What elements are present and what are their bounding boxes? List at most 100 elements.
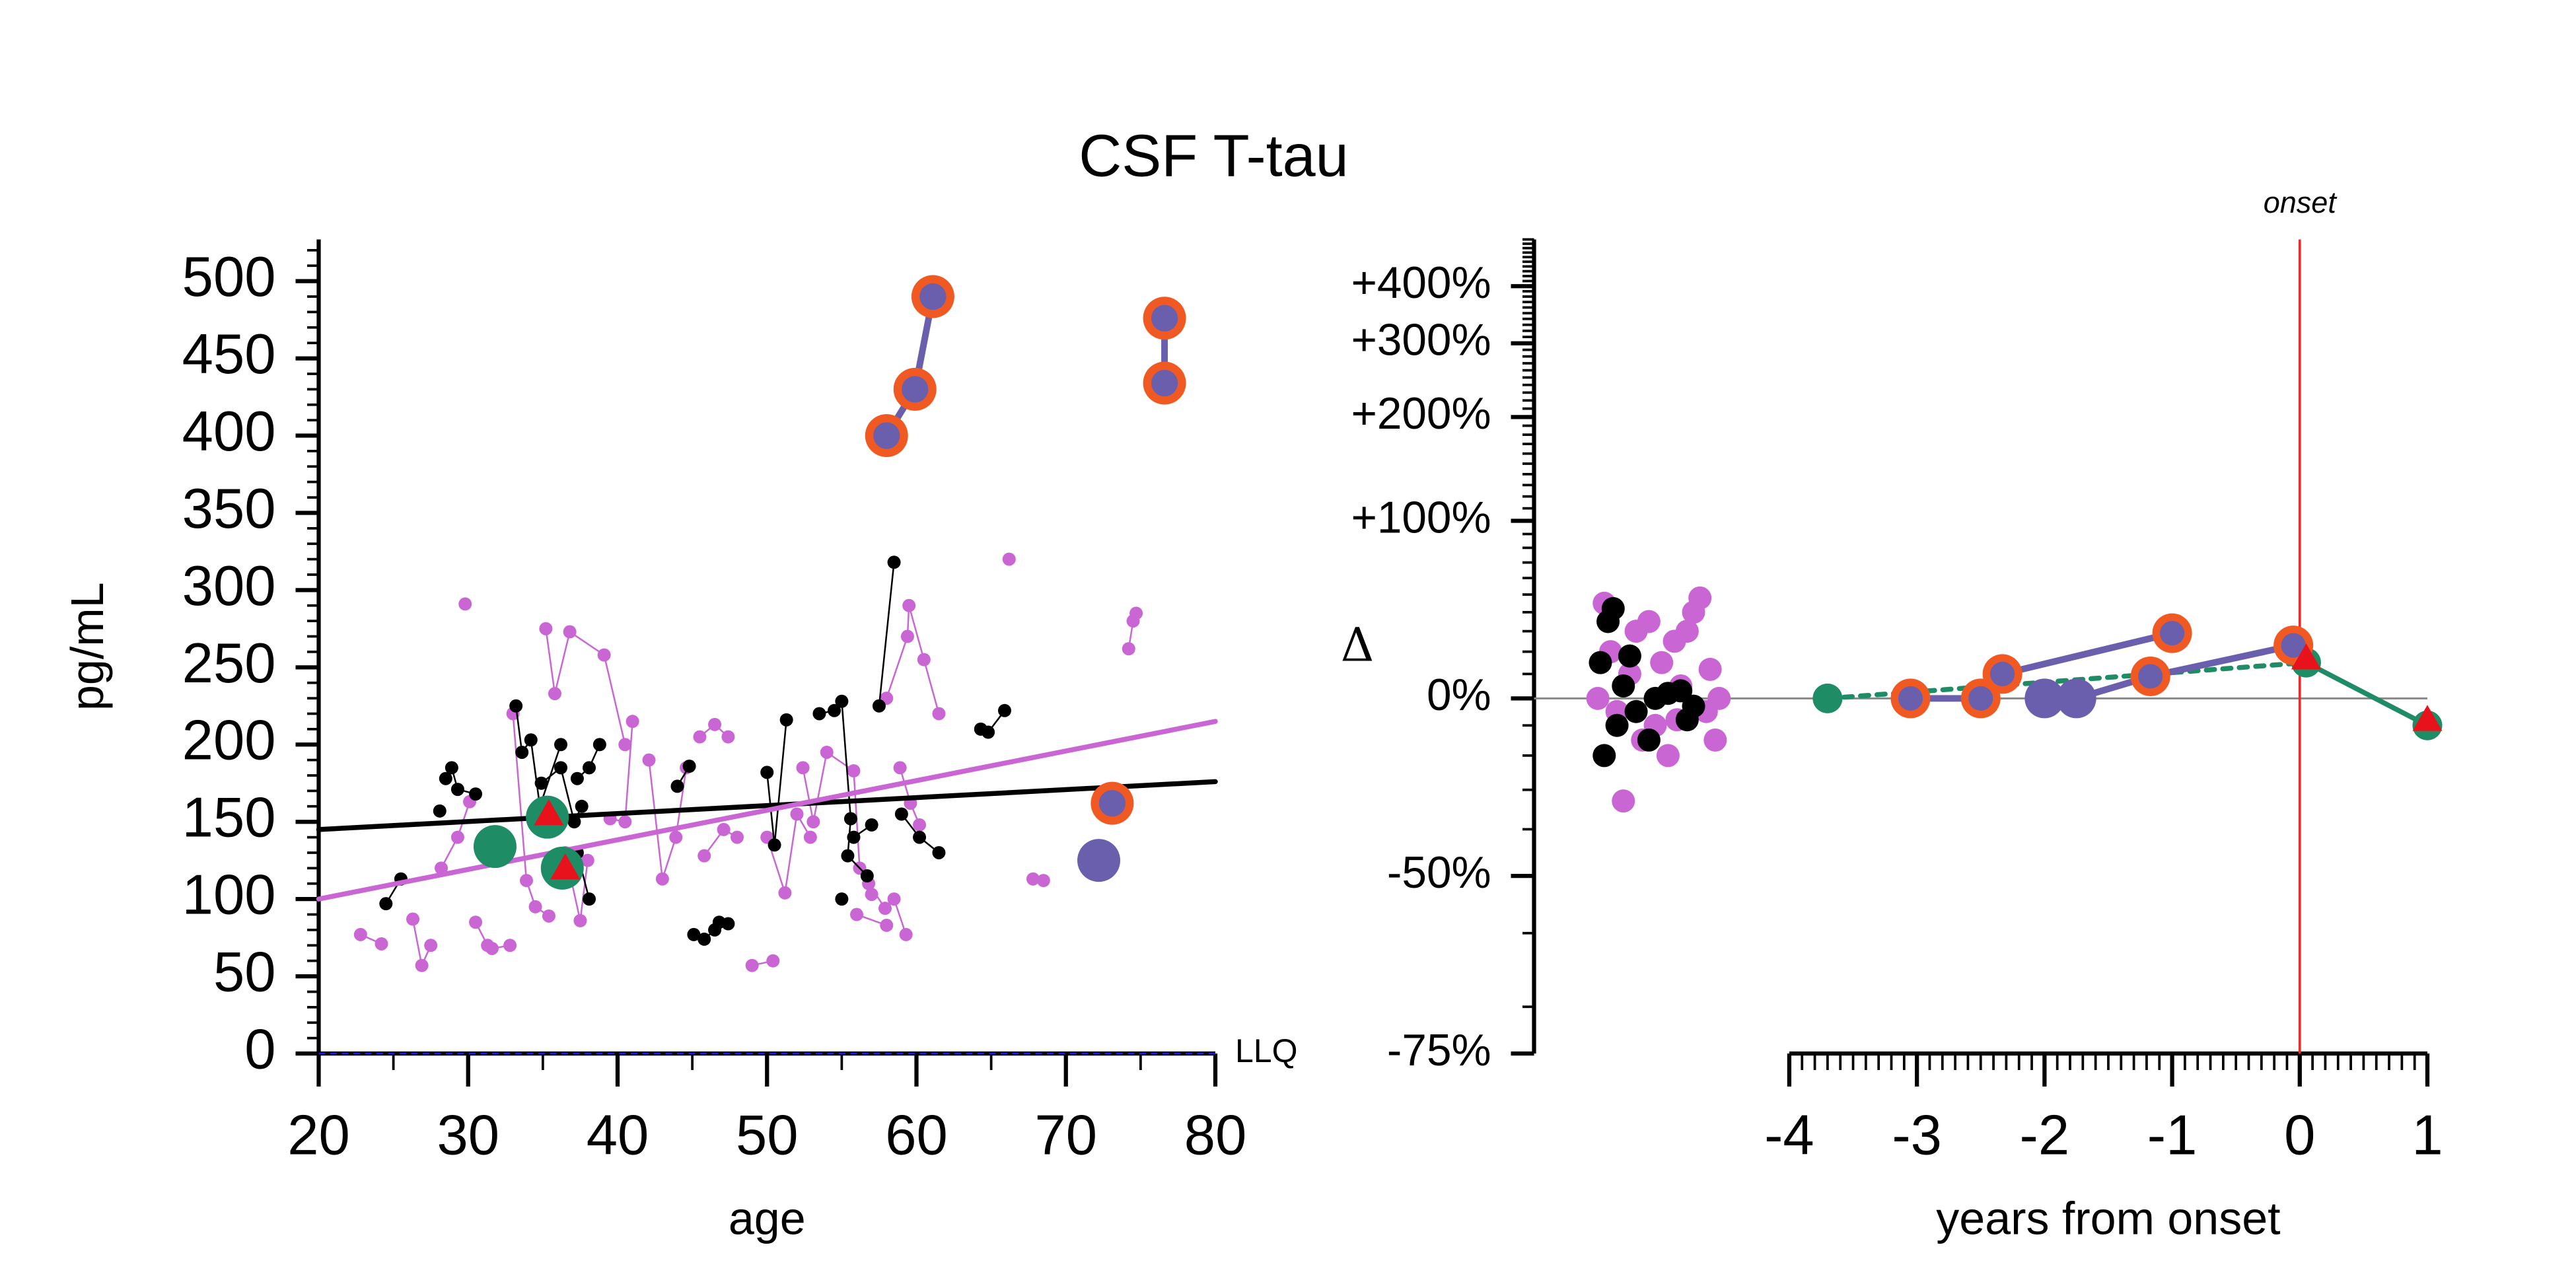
y-tick-label: 0% <box>1427 670 1491 720</box>
x-tick-label: 20 <box>287 1104 350 1166</box>
dot-marker <box>670 779 684 793</box>
dot-marker <box>450 783 464 797</box>
line-segment <box>512 713 528 882</box>
y-tick-label: -75% <box>1387 1026 1491 1075</box>
dot-marker <box>375 937 388 950</box>
dot-marker <box>806 815 820 829</box>
x-tick-label: -1 <box>2147 1104 2198 1166</box>
dot-marker <box>433 804 447 818</box>
y-tick-label: 50 <box>213 941 276 1004</box>
y-tick-label: 150 <box>182 787 276 849</box>
dot-marker <box>528 900 542 913</box>
dot-marker <box>893 761 907 775</box>
point-marker <box>1098 789 1126 817</box>
x-tick-label: 50 <box>736 1104 799 1166</box>
point-marker <box>1675 620 1699 643</box>
dot-marker <box>445 761 458 775</box>
dot-marker <box>721 917 735 931</box>
x-tick-label: 30 <box>437 1104 499 1166</box>
triangle-marker <box>550 853 581 880</box>
triangle-marker <box>2291 643 2321 670</box>
line-segment <box>316 779 1218 832</box>
dot-marker <box>820 745 834 759</box>
dot-marker <box>997 703 1011 717</box>
y-tick-label: 500 <box>182 246 276 308</box>
dot-marker <box>1129 606 1143 620</box>
dot-marker <box>554 738 568 752</box>
dot-marker <box>913 830 927 844</box>
dot-marker <box>575 799 589 813</box>
point-marker <box>1637 728 1661 752</box>
point-marker <box>1601 596 1625 620</box>
point-marker <box>919 283 947 310</box>
line-segment <box>515 705 523 754</box>
dot-marker <box>450 830 464 844</box>
x-tick-label: -2 <box>2020 1104 2070 1166</box>
line-segment <box>2147 642 2297 680</box>
line-segment <box>648 759 664 880</box>
line-segment <box>923 659 940 715</box>
dot-marker <box>583 892 596 906</box>
dot-marker <box>887 555 901 569</box>
dot-marker <box>458 597 472 611</box>
dot-marker <box>790 807 804 821</box>
x-tick-label: 60 <box>885 1104 948 1166</box>
dot-marker <box>539 622 553 635</box>
point-marker <box>2024 678 2065 719</box>
point-marker <box>902 376 929 403</box>
x-tick-label: 70 <box>1034 1104 1097 1166</box>
dot-marker <box>731 830 744 844</box>
dot-marker <box>766 954 780 968</box>
dot-marker <box>583 761 596 775</box>
dot-marker <box>835 892 849 906</box>
line-segment <box>878 561 895 707</box>
y-tick-label: 200 <box>182 709 276 772</box>
x-tick-label: 0 <box>2284 1104 2315 1166</box>
point-marker <box>1650 651 1674 674</box>
dot-marker <box>515 745 529 759</box>
line-segment <box>802 767 814 823</box>
dot-marker <box>626 715 639 729</box>
dot-marker <box>618 815 632 829</box>
dot-marker <box>379 897 393 911</box>
dot-marker <box>812 707 826 721</box>
dot-marker <box>698 932 711 946</box>
triangle-marker <box>534 799 564 826</box>
y-tick-label: 0 <box>244 1018 275 1081</box>
dot-marker <box>581 853 594 867</box>
dot-marker <box>760 766 774 779</box>
dot-marker <box>894 807 908 821</box>
dot-marker <box>669 830 683 844</box>
point-marker <box>1898 686 1923 711</box>
y-tick-label: 100 <box>182 864 276 927</box>
line-segment <box>411 918 423 966</box>
dot-marker <box>932 707 946 721</box>
dot-marker <box>932 845 946 859</box>
y-tick-label: +100% <box>1351 493 1491 542</box>
dot-marker <box>469 787 483 801</box>
x-tick-label: -3 <box>1892 1104 1942 1166</box>
line-segment <box>886 635 909 699</box>
point-marker <box>1605 713 1629 737</box>
point-marker <box>1968 686 1993 711</box>
line-segment <box>579 859 589 922</box>
point-marker <box>1077 839 1121 882</box>
dot-marker <box>880 918 894 932</box>
dot-marker <box>682 760 696 773</box>
point-marker <box>1151 369 1178 397</box>
line-segment <box>773 719 787 846</box>
dot-marker <box>717 822 731 836</box>
x-tick-label: 80 <box>1184 1104 1247 1166</box>
point-marker <box>1592 744 1616 768</box>
dot-marker <box>899 927 913 941</box>
dot-marker <box>534 776 548 790</box>
dot-marker <box>847 830 861 844</box>
dot-marker <box>796 761 810 775</box>
y-tick-label: 250 <box>182 632 276 695</box>
dot-marker <box>503 939 517 952</box>
dot-marker <box>779 713 793 727</box>
y-axis-label: Δ <box>1341 618 1375 672</box>
point-marker <box>2056 678 2096 719</box>
